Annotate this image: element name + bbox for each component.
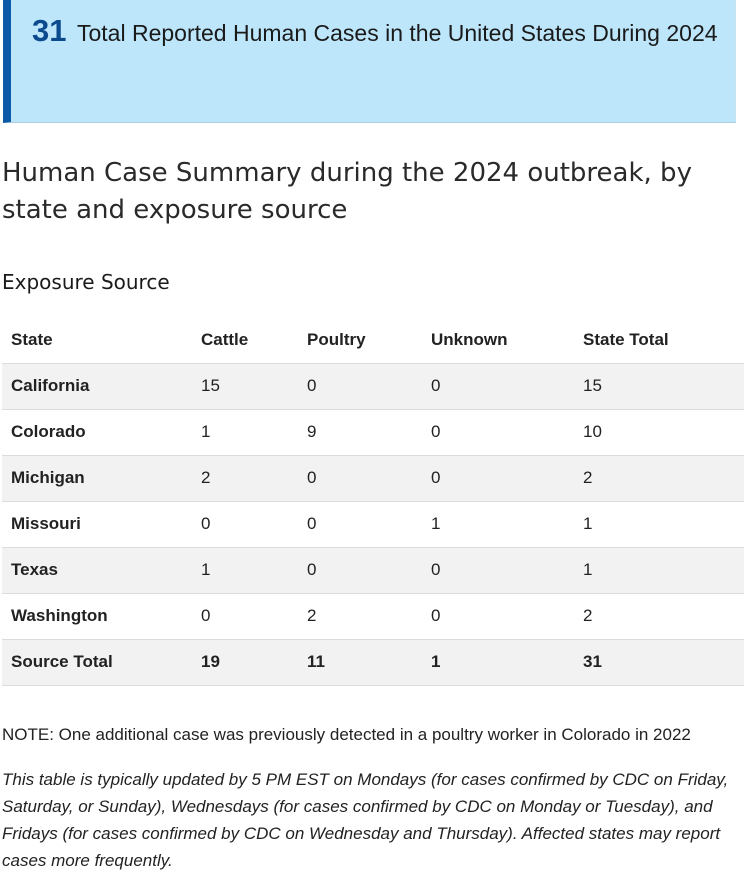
total-cases-callout: 31 Total Reported Human Cases in the Uni… [3, 0, 736, 123]
cattle-count: 1 [192, 547, 298, 594]
header-state-total: State Total [574, 317, 744, 364]
state-name: California [2, 363, 192, 410]
unknown-count: 1 [422, 501, 574, 548]
state-name: Missouri [2, 501, 192, 548]
state-total-count: 1 [574, 547, 744, 594]
cattle-count: 2 [192, 455, 298, 502]
table-caption: Exposure Source [2, 270, 170, 294]
table-row: Colorado 1 9 0 10 [2, 409, 744, 456]
grand-total: 31 [574, 639, 744, 686]
note-text: NOTE: One additional case was previously… [2, 725, 691, 744]
total-cases-number: 31 [32, 13, 67, 48]
cattle-total: 19 [192, 639, 298, 686]
update-schedule-text: This table is typically updated by 5 PM … [2, 770, 729, 870]
state-total-count: 2 [574, 593, 744, 640]
poultry-count: 0 [298, 501, 422, 548]
state-name: Michigan [2, 455, 192, 502]
table-row: Texas 1 0 0 1 [2, 547, 744, 594]
unknown-count: 0 [422, 455, 574, 502]
header-state: State [2, 317, 192, 364]
state-name: Colorado [2, 409, 192, 456]
unknown-count: 0 [422, 593, 574, 640]
table-row: Washington 0 2 0 2 [2, 593, 744, 640]
total-cases-label: Total Reported Human Cases in the United… [77, 20, 718, 46]
human-cases-table: State Cattle Poultry Unknown State Total… [2, 317, 744, 686]
header-poultry: Poultry [298, 317, 422, 364]
unknown-count: 0 [422, 363, 574, 410]
unknown-total: 1 [422, 639, 574, 686]
cattle-count: 0 [192, 593, 298, 640]
poultry-count: 0 [298, 363, 422, 410]
header-cattle: Cattle [192, 317, 298, 364]
poultry-count: 9 [298, 409, 422, 456]
poultry-total: 11 [298, 639, 422, 686]
source-total-label: Source Total [2, 639, 192, 686]
poultry-count: 0 [298, 547, 422, 594]
cattle-count: 15 [192, 363, 298, 410]
table-header-row: State Cattle Poultry Unknown State Total [2, 317, 744, 364]
page-heading: Human Case Summary during the 2024 outbr… [2, 158, 692, 225]
poultry-count: 2 [298, 593, 422, 640]
state-total-count: 1 [574, 501, 744, 548]
state-total-count: 2 [574, 455, 744, 502]
table-row: California 15 0 0 15 [2, 363, 744, 410]
table-row: Michigan 2 0 0 2 [2, 455, 744, 502]
table-row: Missouri 0 0 1 1 [2, 501, 744, 548]
state-total-count: 15 [574, 363, 744, 410]
unknown-count: 0 [422, 547, 574, 594]
state-name: Texas [2, 547, 192, 594]
source-total-row: Source Total 19 11 1 31 [2, 639, 744, 686]
cattle-count: 1 [192, 409, 298, 456]
state-name: Washington [2, 593, 192, 640]
cattle-count: 0 [192, 501, 298, 548]
header-unknown: Unknown [422, 317, 574, 364]
poultry-count: 0 [298, 455, 422, 502]
state-total-count: 10 [574, 409, 744, 456]
unknown-count: 0 [422, 409, 574, 456]
